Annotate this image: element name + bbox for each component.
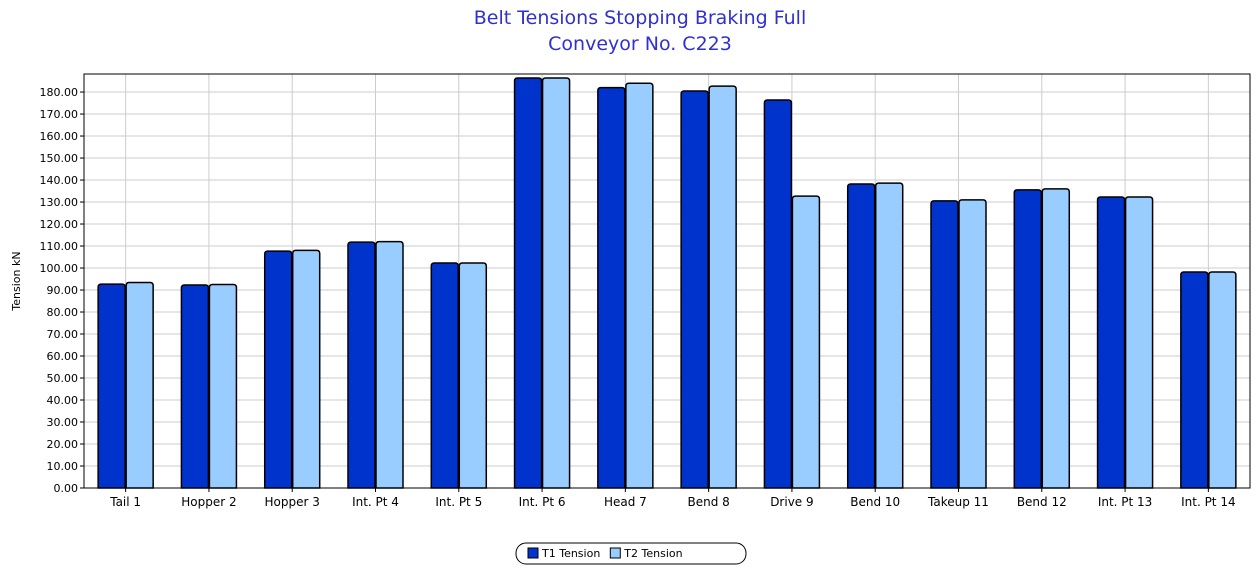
y-tick-label: 120.00 xyxy=(40,218,79,231)
y-tick-label: 0.00 xyxy=(54,482,79,495)
bar xyxy=(625,82,654,489)
bar xyxy=(1124,196,1154,489)
y-tick-label: 70.00 xyxy=(47,328,79,341)
y-tick-label: 130.00 xyxy=(40,196,79,209)
bar xyxy=(291,249,321,489)
x-tick-label: Int. Pt 14 xyxy=(1181,495,1236,509)
bar xyxy=(791,195,821,489)
y-tick-label: 160.00 xyxy=(40,130,79,143)
y-tick-label: 60.00 xyxy=(47,350,79,363)
y-tick-label: 50.00 xyxy=(47,372,79,385)
bar xyxy=(1096,196,1126,489)
legend-label: T2 Tension xyxy=(623,547,682,560)
bar xyxy=(125,281,154,489)
y-tick-label: 20.00 xyxy=(47,438,79,451)
y-tick-label: 30.00 xyxy=(47,416,79,429)
bar xyxy=(430,262,460,489)
y-tick-label: 80.00 xyxy=(47,306,79,319)
x-tick-label: Tail 1 xyxy=(109,495,141,509)
x-tick-label: Bend 10 xyxy=(850,495,900,509)
bar xyxy=(930,200,959,489)
y-tick-label: 140.00 xyxy=(40,174,79,187)
x-tick-label: Drive 9 xyxy=(770,495,813,509)
bar xyxy=(1180,271,1209,489)
chart-title: Belt Tensions Stopping Braking Full xyxy=(474,7,806,29)
x-tick-label: Int. Pt 5 xyxy=(435,495,482,509)
y-tick-label: 90.00 xyxy=(47,284,79,297)
bar xyxy=(208,283,238,489)
legend-swatch xyxy=(527,547,539,559)
x-tick-label: Hopper 3 xyxy=(265,495,320,509)
legend-box xyxy=(515,542,747,565)
bar xyxy=(458,262,488,489)
bar xyxy=(541,77,571,489)
y-tick-label: 100.00 xyxy=(40,262,79,275)
bar xyxy=(1208,271,1237,489)
y-tick-label: 170.00 xyxy=(40,108,79,121)
x-tick-label: Int. Pt 13 xyxy=(1098,495,1153,509)
bar xyxy=(97,283,126,489)
x-tick-label: Takeup 11 xyxy=(927,495,989,509)
x-tick-label: Int. Pt 4 xyxy=(352,495,399,509)
bar xyxy=(763,99,793,489)
chart-subtitle: Conveyor No. C223 xyxy=(548,33,732,55)
bar xyxy=(513,77,543,489)
bar xyxy=(846,183,876,489)
bar xyxy=(874,182,904,489)
y-tick-label: 110.00 xyxy=(40,240,79,253)
x-tick-label: Hopper 2 xyxy=(181,495,236,509)
bar xyxy=(180,284,210,489)
bar xyxy=(1013,189,1043,489)
legend-label: T1 Tension xyxy=(541,547,600,560)
x-tick-label: Bend 8 xyxy=(687,495,729,509)
legend-swatch xyxy=(609,547,621,559)
bar xyxy=(680,90,709,489)
y-tick-label: 180.00 xyxy=(40,86,79,99)
bar xyxy=(1041,188,1071,489)
bar xyxy=(708,85,737,489)
bar xyxy=(597,86,626,489)
bar xyxy=(375,240,404,489)
bar xyxy=(263,250,293,489)
bar xyxy=(958,199,987,489)
x-tick-label: Bend 12 xyxy=(1017,495,1067,509)
plot-border xyxy=(83,73,1251,489)
x-tick-label: Head 7 xyxy=(604,495,647,509)
y-axis-label: Tension kN xyxy=(10,251,23,311)
y-tick-label: 40.00 xyxy=(47,394,79,407)
y-tick-label: 10.00 xyxy=(47,460,79,473)
bar xyxy=(347,241,376,489)
x-tick-label: Int. Pt 6 xyxy=(519,495,566,509)
y-tick-label: 150.00 xyxy=(40,152,79,165)
